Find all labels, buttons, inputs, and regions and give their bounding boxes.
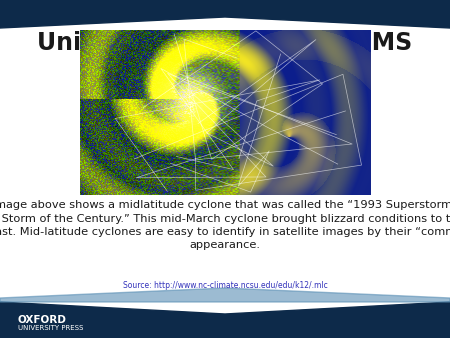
Polygon shape [0, 288, 450, 302]
Polygon shape [0, 0, 450, 28]
Text: UNIVERSITY PRESS: UNIVERSITY PRESS [18, 325, 83, 331]
Polygon shape [0, 302, 450, 338]
Text: appearance.: appearance. [189, 241, 261, 250]
Text: Unit 13: WEATHER SYSTEMS: Unit 13: WEATHER SYSTEMS [37, 31, 413, 55]
Text: Source: http://www.nc-climate.ncsu.edu/edu/k12/.mlc: Source: http://www.nc-climate.ncsu.edu/e… [122, 282, 328, 290]
Text: OXFORD: OXFORD [18, 315, 67, 325]
Text: “The Storm of the Century.” This mid-March cyclone brought blizzard conditions t: “The Storm of the Century.” This mid-Mar… [0, 214, 450, 223]
Text: The image above shows a midlatitude cyclone that was called the “1993 Superstorm: The image above shows a midlatitude cycl… [0, 200, 450, 210]
Text: coast. Mid-latitude cyclones are easy to identify in satellite images by their “: coast. Mid-latitude cyclones are easy to… [0, 227, 450, 237]
